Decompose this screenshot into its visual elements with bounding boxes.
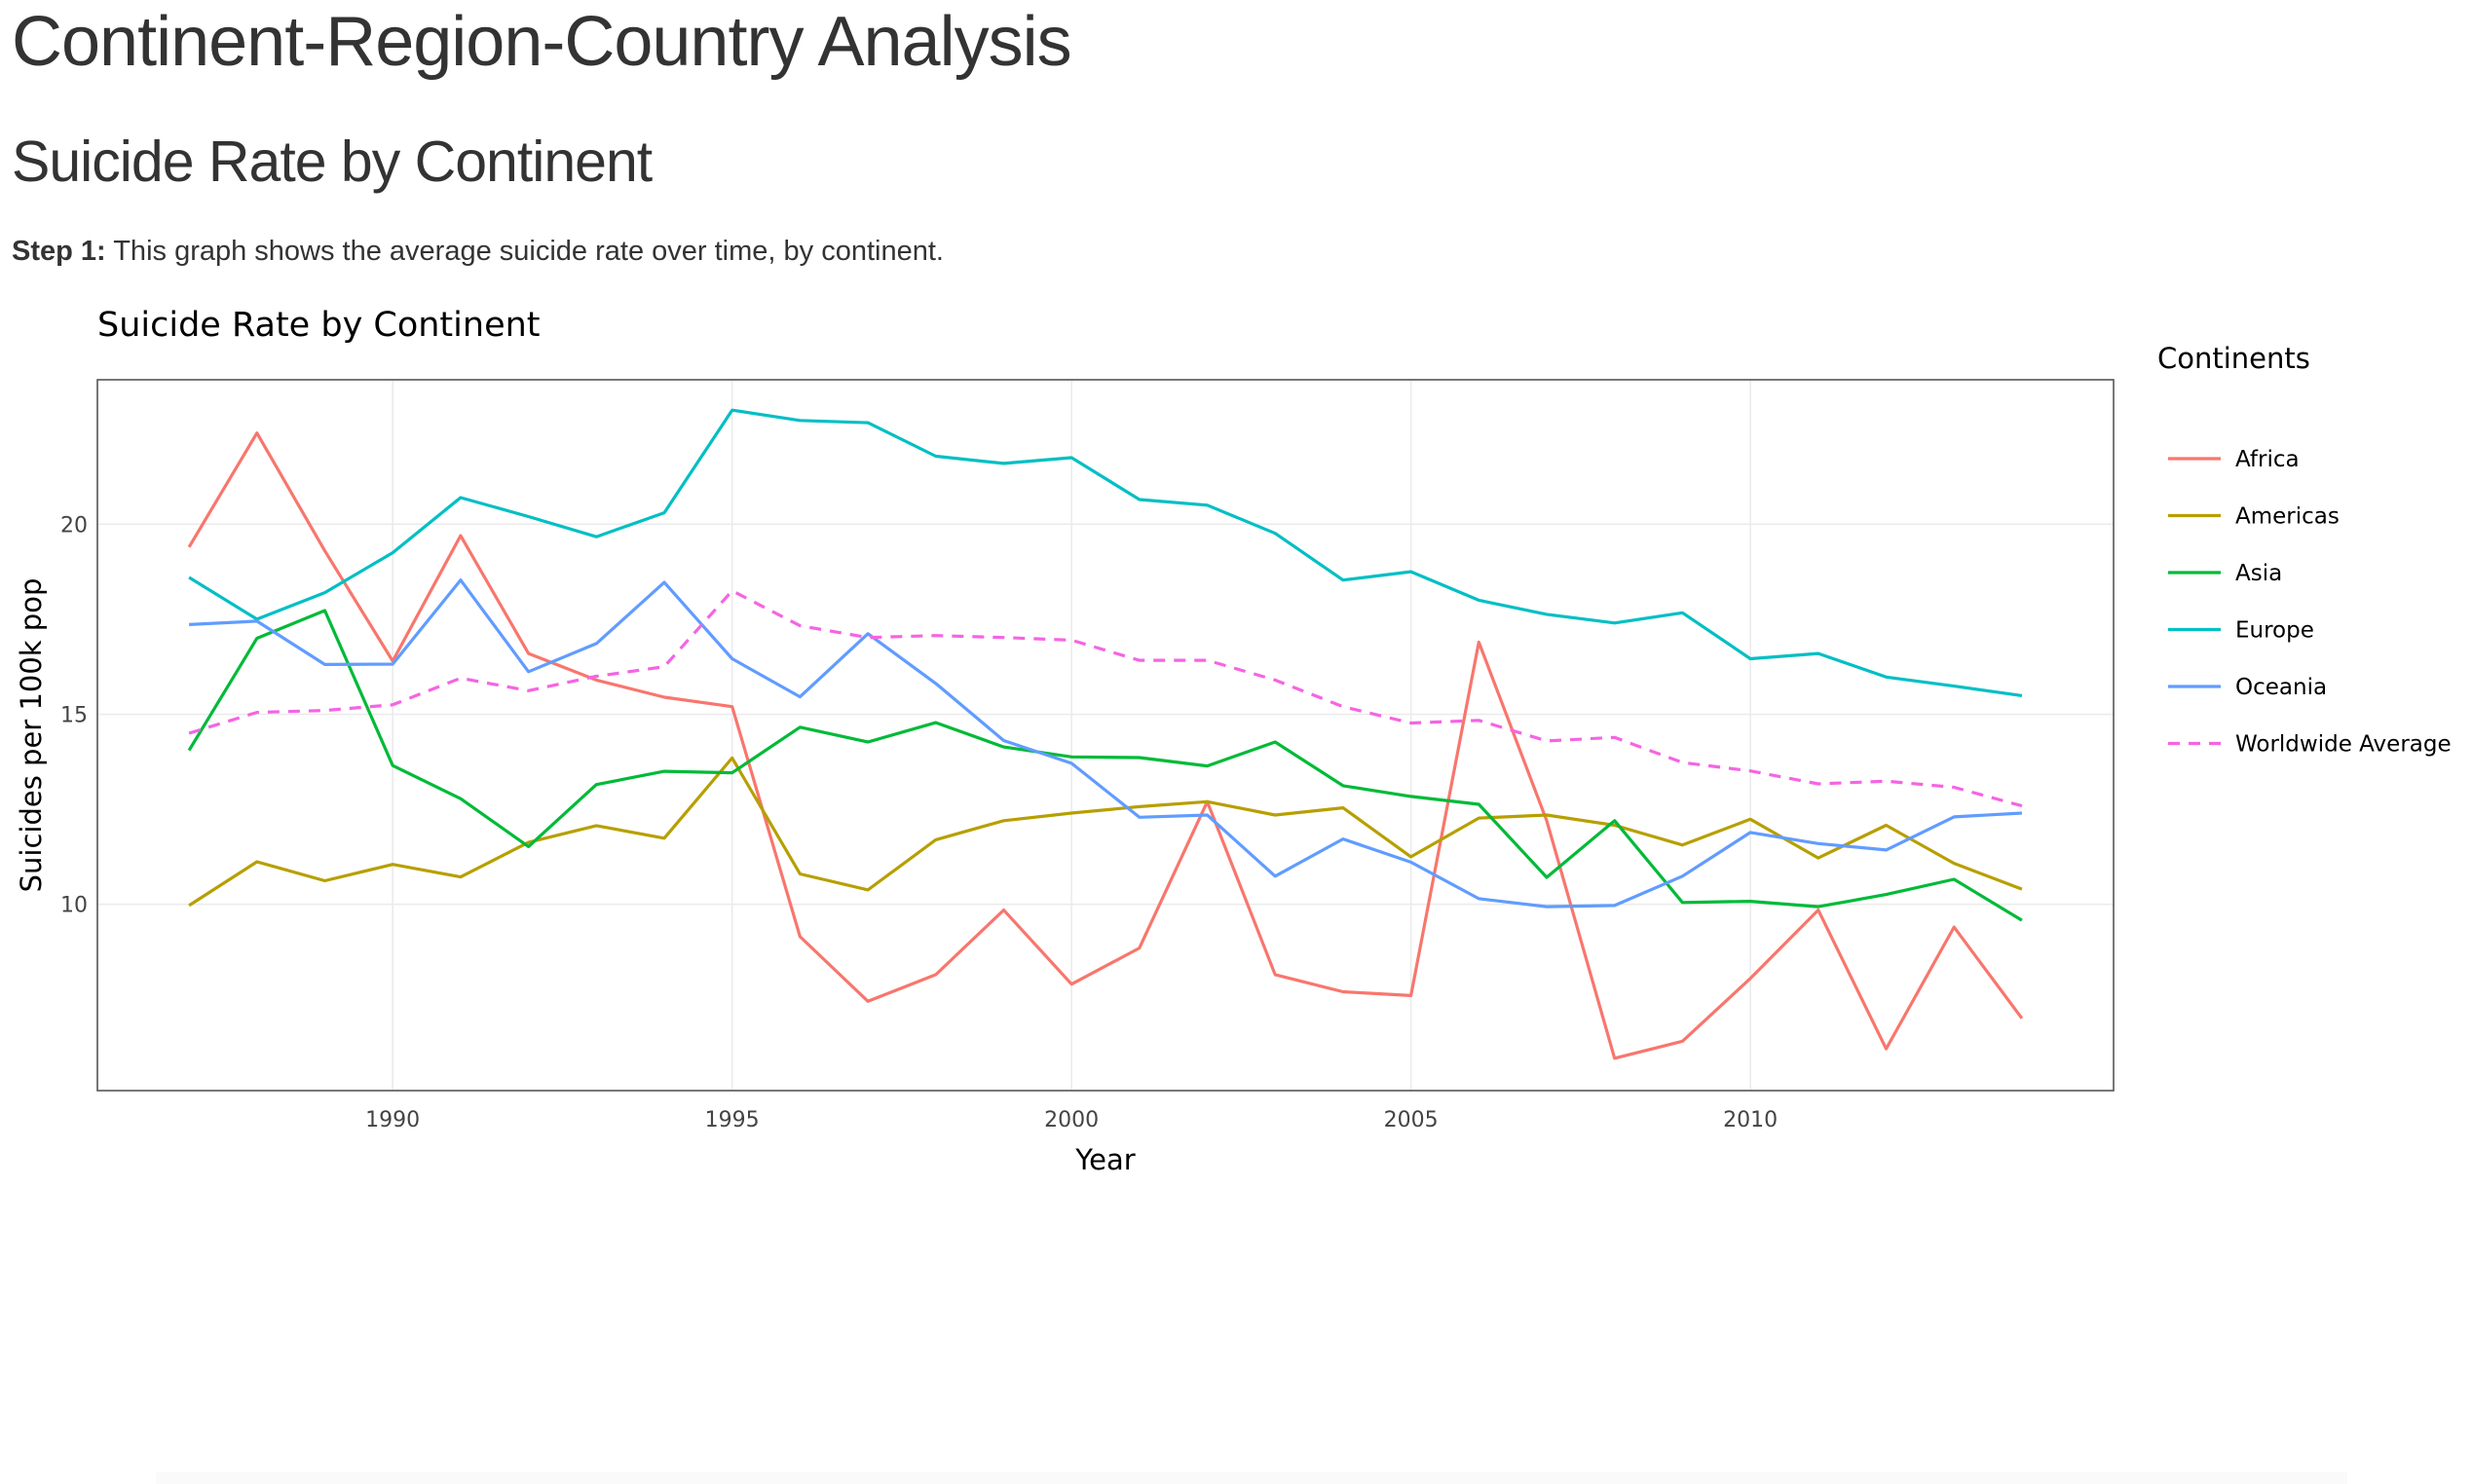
series-line-worldwide-average	[188, 589, 2023, 808]
section-title: Suicide Rate by Continent	[12, 130, 653, 194]
x-tick-label: 1990	[365, 1108, 420, 1132]
legend-label-oceania: Oceania	[2235, 675, 2327, 700]
legend-items: Africa Americas Asia Europe Oceania Worldwide…	[2168, 447, 2452, 758]
step-description: Step 1: This graph shows the average sui…	[12, 236, 944, 268]
legend-label-asia: Asia	[2235, 561, 2282, 586]
chart-container: 1990 1995 2000 2005 2010 10 15 20 Suicide Rate …	[0, 282, 2472, 1484]
series-line-europe	[188, 408, 2023, 697]
step-text: This graph shows the average suicide rat…	[105, 236, 944, 267]
legend-label-africa: Africa	[2235, 447, 2300, 472]
series-line-africa	[187, 431, 2024, 1060]
legend-label-worldwide-average: Worldwide Average	[2235, 732, 2452, 758]
step-label: Step 1:	[12, 236, 106, 267]
chart-title: Suicide Rate by Continent	[97, 306, 541, 345]
legend-label-americas: Americas	[2235, 504, 2340, 530]
legend-label-europe: Europe	[2235, 618, 2314, 644]
x-tick-label: 2005	[1384, 1108, 1439, 1132]
x-tick-label: 1995	[705, 1108, 760, 1132]
x-tick-label: 2000	[1044, 1108, 1099, 1132]
y-tick-label: 20	[60, 513, 88, 538]
plot-border	[96, 379, 2115, 1092]
legend: Continents Africa Americas Asia Europe Ocean…	[2157, 342, 2452, 758]
series-line-asia	[187, 609, 2023, 922]
page-footer-shade	[156, 1472, 2347, 1484]
x-axis-label: Year	[1074, 1143, 1135, 1176]
series-line-americas	[188, 756, 2023, 908]
series-lines	[187, 408, 2024, 1060]
plot-background	[97, 380, 2114, 1091]
y-tick-label: 15	[60, 704, 88, 728]
page-title: Continent-Region-Country Analysis	[12, 3, 1072, 81]
y-tick-label: 10	[60, 894, 88, 918]
legend-title: Continents	[2157, 342, 2310, 375]
y-axis-label: Suicides per 100k pop	[15, 578, 48, 893]
x-tick-label: 2010	[1723, 1108, 1778, 1132]
series-line-oceania	[189, 578, 2022, 909]
